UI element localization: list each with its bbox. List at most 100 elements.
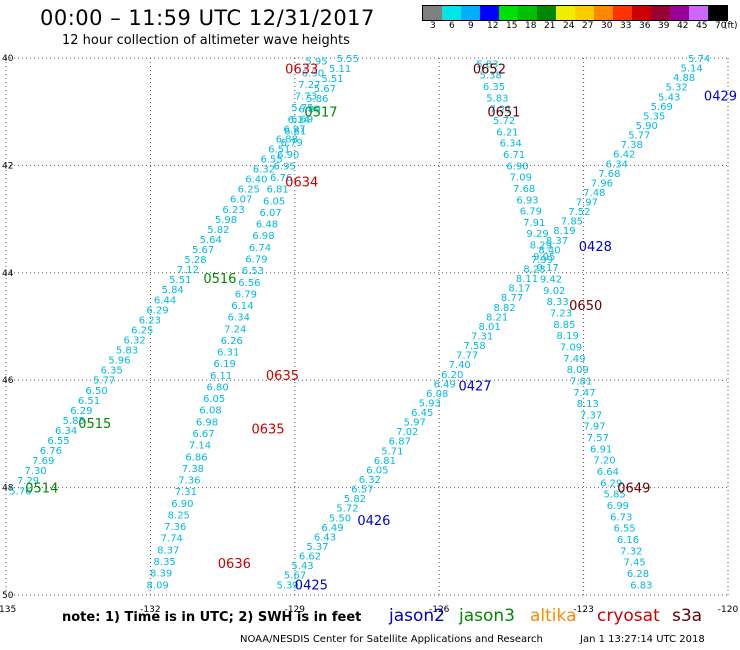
swh-value: 8.23 — [523, 265, 545, 276]
swh-value: 4.88 — [673, 73, 695, 84]
pass-time-label: 0635 — [266, 369, 299, 384]
swh-value: 6.23 — [139, 315, 161, 326]
swh-value: 8.01 — [478, 322, 500, 333]
swh-value: 5.84 — [162, 285, 184, 296]
swh-value: 6.07 — [259, 208, 281, 219]
swh-value: 7.40 — [449, 360, 471, 371]
swh-value: 6.45 — [411, 408, 433, 419]
swh-value: 7.38 — [182, 464, 204, 475]
swh-value: 6.11 — [210, 371, 232, 382]
swh-value: 6.28 — [627, 569, 649, 580]
swh-value: 6.81 — [374, 456, 396, 467]
scale-label: 36 — [639, 21, 651, 31]
legend-jason3: jason3 — [459, 606, 515, 626]
scale-swatch — [632, 6, 651, 20]
scale-label: 30 — [601, 21, 613, 31]
swh-value: 7.99 — [531, 255, 553, 266]
swh-value: 6.55 — [613, 524, 635, 535]
swh-value: 6.14 — [231, 301, 253, 312]
scale-swatch — [480, 6, 499, 20]
pass-time-labels: 0633 0634 0635 0635 0636 0517 0516 0515 0514 0652… — [25, 63, 737, 594]
swh-value: 6.14 — [288, 115, 310, 126]
scale-label: 9 — [468, 21, 474, 31]
page-title: 00:00 – 11:59 UTC 12/31/2017 — [40, 6, 375, 30]
swh-value: 7.20 — [593, 456, 615, 467]
swh-value: 8.40 — [538, 245, 560, 256]
swh-value: 5.11 — [329, 64, 351, 75]
swh-value: 5.82 — [344, 494, 366, 505]
swh-value: 6.71 — [503, 150, 525, 161]
swh-value: 9.29 — [526, 229, 548, 240]
swh-value: 6.34 — [228, 313, 250, 324]
swh-value: 8.09 — [146, 580, 168, 591]
swh-value: 5.28 — [184, 255, 206, 266]
swh-value: 5.71 — [381, 446, 403, 457]
swh-value: 6.19 — [214, 359, 236, 370]
swh-value: 6.08 — [426, 389, 448, 400]
lat-tick-label: 48 — [2, 484, 14, 494]
legend-cryosat: cryosat — [597, 606, 660, 626]
swh-value: 6.16 — [617, 535, 639, 546]
swh-value: 6.32 — [123, 335, 145, 346]
swh-value: 6.90 — [171, 499, 193, 510]
scale-label: 24 — [563, 21, 575, 31]
swh-value: 8.11 — [516, 274, 538, 285]
swh-value: 7.37 — [580, 410, 602, 421]
scale-label: 3 — [430, 21, 436, 31]
swh-value: 6.81 — [266, 185, 288, 196]
swh-value: 7.52 — [568, 207, 590, 218]
pass-time-label: 0517 — [304, 106, 337, 121]
swh-value: 7.48 — [583, 188, 605, 199]
scale-swatch — [556, 6, 575, 20]
swh-value: 6.97 — [283, 124, 305, 135]
swh-value: 7.68 — [513, 184, 535, 195]
lat-tick-label: 46 — [2, 376, 14, 386]
swh-value: 8.13 — [577, 399, 599, 410]
swh-value: 7.36 — [178, 476, 200, 487]
swh-value: 6.35 — [483, 82, 505, 93]
swh-value: 6.74 — [249, 243, 271, 254]
swh-value: 7.97 — [583, 422, 605, 433]
swh-value: 5.93 — [419, 398, 441, 409]
swh-value: 6.05 — [203, 394, 225, 405]
swh-value: 6.62 — [299, 552, 321, 563]
generation-timestamp: Jan 1 13:27:14 UTC 2018 — [580, 634, 705, 645]
scale-swatch — [594, 6, 613, 20]
swh-value: 5.90 — [636, 121, 658, 132]
swh-value: 7.38 — [621, 140, 643, 151]
credit-line: NOAA/NESDIS Center for Satellite Applica… — [240, 634, 543, 645]
swh-value: 6.57 — [351, 485, 373, 496]
swh-value: 6.29 — [600, 478, 622, 489]
swh-value: 6.90 — [506, 161, 528, 172]
swh-value: 7.81 — [570, 376, 592, 387]
swh-value: 6.90 — [277, 150, 299, 161]
swh-value: 6.32 — [253, 165, 275, 176]
swh-value: 6.76 — [40, 446, 62, 457]
swh-value: 5.83 — [476, 59, 498, 70]
pass-time-label: 0426 — [357, 514, 390, 529]
swh-value: 6.05 — [366, 465, 388, 476]
scale-swatch — [575, 6, 594, 20]
scale-label: 33 — [620, 21, 632, 31]
swh-value: 6.42 — [613, 150, 635, 161]
swh-value: 6.79 — [520, 207, 542, 218]
swh-value: 6.40 — [245, 175, 267, 186]
swh-value: 5.72 — [493, 116, 515, 127]
swh-value: 5.69 — [651, 102, 673, 113]
swh-value: 5.82 — [207, 225, 229, 236]
swh-value: 7.27 — [298, 80, 320, 91]
lon-tick-label: -132 — [140, 605, 160, 615]
swh-value: 6.50 — [85, 386, 107, 397]
swh-value: 8.25 — [168, 510, 190, 521]
swh-value: 6.99 — [607, 501, 629, 512]
swh-value: 6.20 — [441, 370, 463, 381]
swh-value: 5.39 — [276, 580, 298, 591]
scale-swatch — [537, 6, 556, 20]
swh-value: 7.97 — [576, 198, 598, 209]
swh-value: 5.50 — [329, 513, 351, 524]
swh-value: 6.98 — [196, 417, 218, 428]
scale-swatch — [689, 6, 708, 20]
swh-value: 5.43 — [291, 561, 313, 572]
swh-value: 6.44 — [154, 295, 176, 306]
